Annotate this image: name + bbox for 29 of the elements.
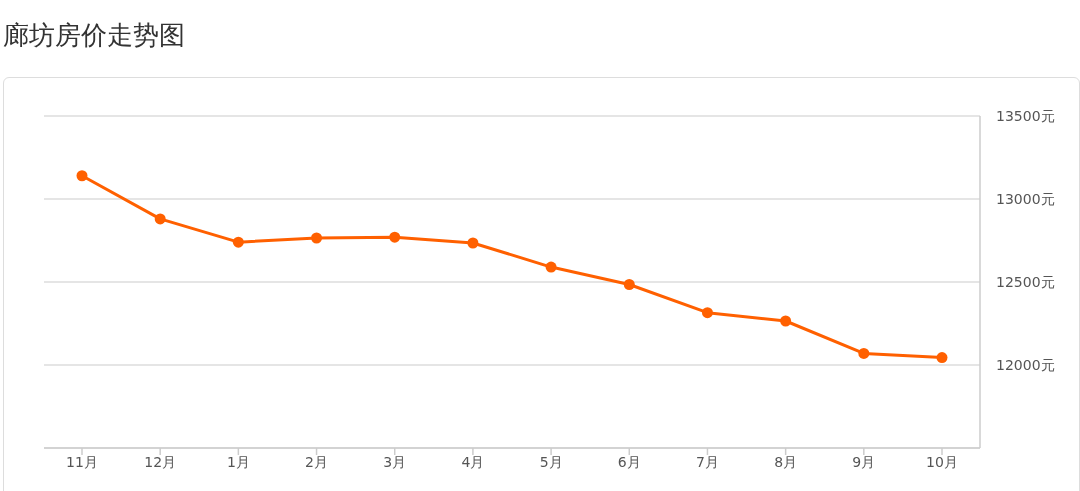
y-tick-label: 13500元 <box>996 107 1055 124</box>
x-tick-label: 3月 <box>383 453 407 470</box>
point <box>311 232 323 244</box>
point <box>76 170 88 182</box>
x-tick-label: 8月 <box>774 453 798 470</box>
point <box>154 213 166 225</box>
x-tick-label: 4月 <box>461 453 485 470</box>
x-tick-label: 1月 <box>226 453 250 470</box>
x-tick-label: 12月 <box>144 453 177 470</box>
y-tick-label: 12000元 <box>996 356 1055 373</box>
x-tick-label: 5月 <box>539 453 563 470</box>
point <box>858 347 870 359</box>
x-tick-label: 9月 <box>852 453 876 470</box>
chart-title: 廊坊房价走势图 <box>3 19 185 52</box>
point <box>389 231 401 243</box>
y-tick-label: 12500元 <box>996 273 1055 290</box>
point <box>780 315 792 327</box>
point <box>232 236 244 248</box>
x-tick-label: 7月 <box>695 453 719 470</box>
point <box>701 307 713 319</box>
x-tick-label: 6月 <box>617 453 641 470</box>
point <box>936 352 948 364</box>
point <box>545 261 557 273</box>
point <box>623 278 635 290</box>
x-tick-label: 10月 <box>926 453 958 470</box>
x-tick-label: 2月 <box>305 453 329 470</box>
y-tick-label: 13000元 <box>996 190 1055 207</box>
x-tick-label: 11月 <box>66 453 98 470</box>
point <box>467 237 479 249</box>
